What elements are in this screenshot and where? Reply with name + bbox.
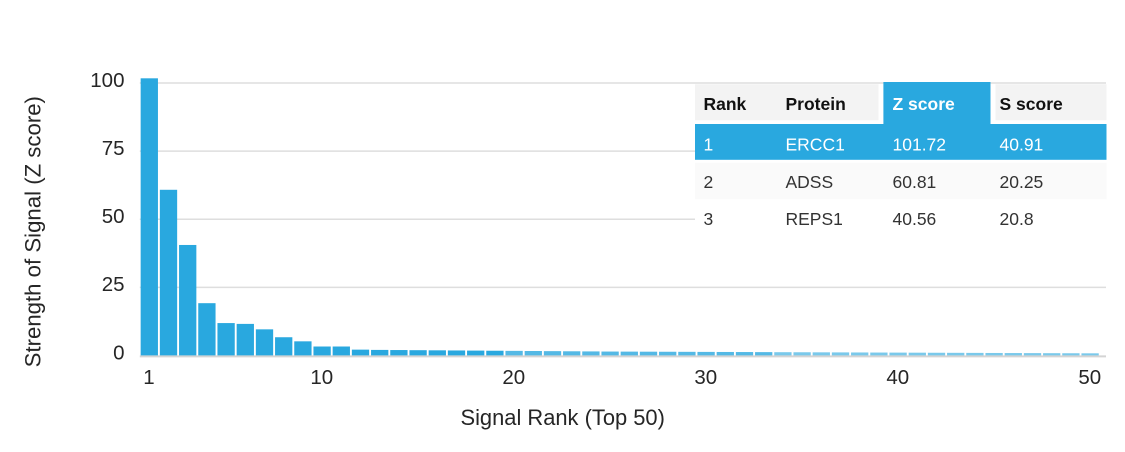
svg-text:1: 1	[143, 366, 154, 389]
svg-text:40: 40	[886, 366, 909, 389]
svg-text:75: 75	[102, 137, 125, 160]
svg-text:Z score: Z score	[893, 94, 956, 114]
svg-text:Strength of Signal (Z score): Strength of Signal (Z score)	[21, 96, 46, 367]
svg-text:10: 10	[310, 366, 333, 389]
svg-text:20.8: 20.8	[1000, 209, 1034, 229]
svg-text:50: 50	[102, 205, 125, 228]
svg-text:2: 2	[704, 172, 714, 192]
svg-text:20.25: 20.25	[1000, 172, 1044, 192]
svg-text:20: 20	[502, 366, 525, 389]
svg-text:Protein: Protein	[786, 94, 846, 114]
svg-text:1: 1	[704, 135, 714, 155]
svg-text:0: 0	[113, 341, 124, 364]
svg-text:REPS1: REPS1	[786, 209, 843, 229]
svg-text:25: 25	[102, 273, 125, 296]
svg-text:40.56: 40.56	[893, 209, 937, 229]
svg-text:40.91: 40.91	[1000, 135, 1044, 155]
svg-text:60.81: 60.81	[893, 172, 937, 192]
svg-text:ERCC1: ERCC1	[786, 135, 845, 155]
svg-text:Rank: Rank	[704, 94, 747, 114]
svg-text:3: 3	[704, 209, 714, 229]
svg-text:ADSS: ADSS	[786, 172, 834, 192]
svg-text:30: 30	[694, 366, 717, 389]
svg-text:100: 100	[90, 69, 124, 92]
svg-text:50: 50	[1078, 366, 1101, 389]
svg-text:Signal Rank (Top 50): Signal Rank (Top 50)	[460, 405, 664, 430]
svg-text:101.72: 101.72	[893, 135, 947, 155]
svg-text:S score: S score	[1000, 94, 1063, 114]
